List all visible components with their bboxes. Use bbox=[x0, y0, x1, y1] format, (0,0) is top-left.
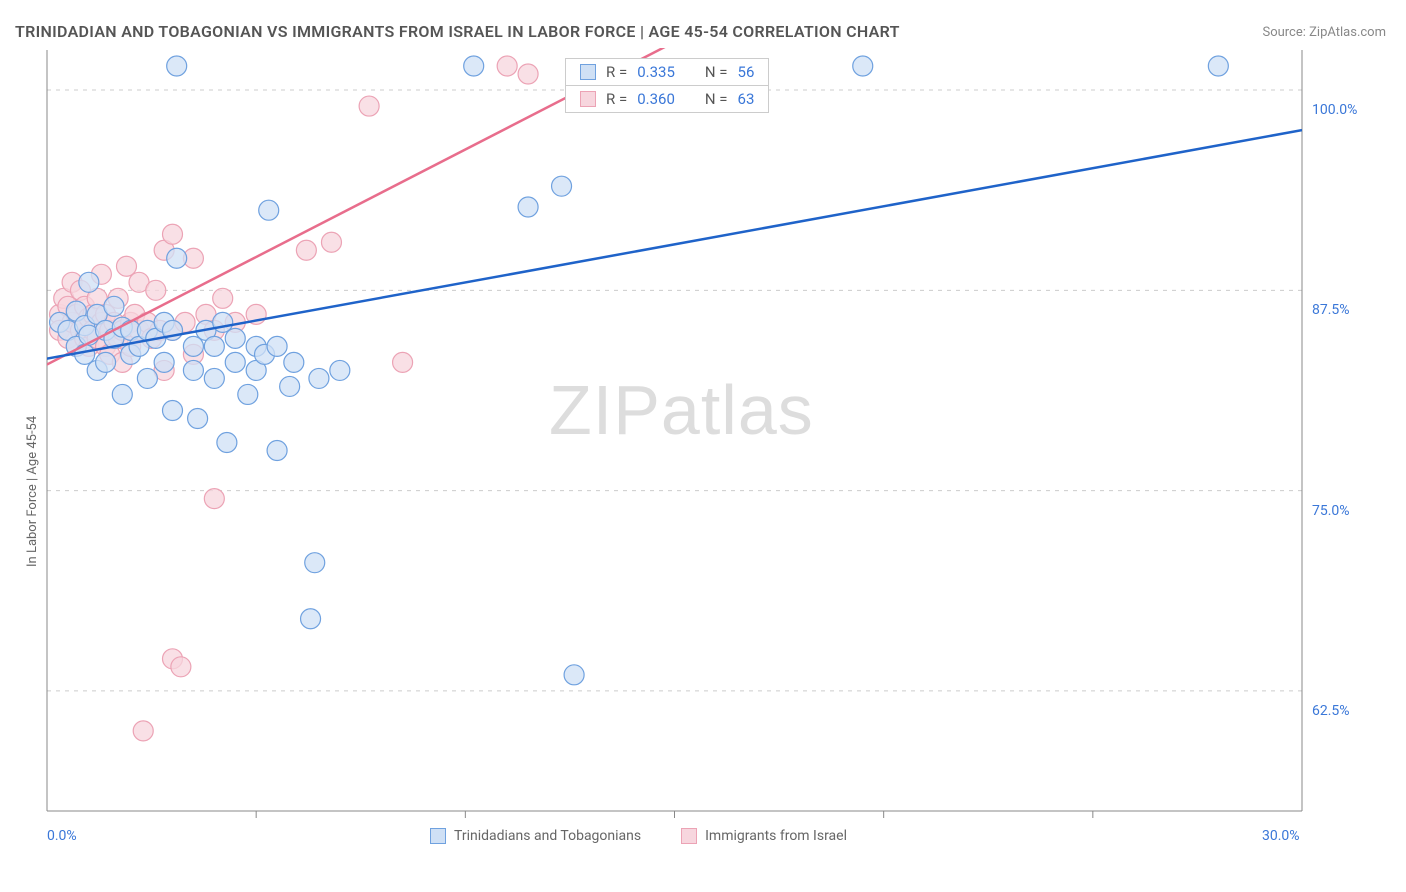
legend-swatch-b bbox=[681, 828, 697, 844]
stats-n-label: N = bbox=[705, 63, 728, 81]
stats-box: R = 0.335 N = 56 R = 0.360 N = 63 bbox=[565, 58, 769, 113]
y-tick-label: 87.5% bbox=[1312, 302, 1350, 318]
legend-swatch-a bbox=[430, 828, 446, 844]
watermark-bold: ZIP bbox=[549, 371, 661, 449]
y-tick-label: 100.0% bbox=[1312, 102, 1357, 118]
legend-item-b: Immigrants from Israel bbox=[681, 828, 847, 844]
stats-r-a: 0.335 bbox=[637, 63, 675, 81]
legend-label-a: Trinidadians and Tobagonians bbox=[454, 828, 641, 844]
stats-n-label: N = bbox=[705, 90, 728, 108]
stats-r-label: R = bbox=[606, 63, 627, 81]
stats-r-label: R = bbox=[606, 90, 627, 108]
source-attribution: Source: ZipAtlas.com bbox=[1262, 25, 1386, 40]
legend-label-b: Immigrants from Israel bbox=[705, 828, 847, 844]
chart-title: TRINIDADIAN AND TOBAGONIAN VS IMMIGRANTS… bbox=[15, 22, 900, 41]
stats-row-a: R = 0.335 N = 56 bbox=[566, 59, 768, 86]
legend-item-a: Trinidadians and Tobagonians bbox=[430, 828, 641, 844]
y-axis-title: In Labor Force | Age 45-54 bbox=[25, 416, 40, 567]
legend: Trinidadians and Tobagonians Immigrants … bbox=[430, 828, 847, 844]
y-tick-label: 75.0% bbox=[1312, 503, 1350, 519]
stats-row-b: R = 0.360 N = 63 bbox=[566, 86, 768, 112]
stats-r-b: 0.360 bbox=[637, 90, 675, 108]
stats-n-b: 63 bbox=[738, 90, 755, 108]
stats-swatch-a bbox=[580, 64, 596, 80]
y-tick-label: 62.5% bbox=[1312, 703, 1350, 719]
stats-swatch-b bbox=[580, 91, 596, 107]
stats-n-a: 56 bbox=[738, 63, 755, 81]
x-tick-label-max: 30.0% bbox=[1262, 828, 1300, 844]
watermark-thin: atlas bbox=[661, 371, 814, 449]
watermark: ZIPatlas bbox=[549, 370, 814, 450]
x-tick-label-min: 0.0% bbox=[47, 828, 77, 844]
